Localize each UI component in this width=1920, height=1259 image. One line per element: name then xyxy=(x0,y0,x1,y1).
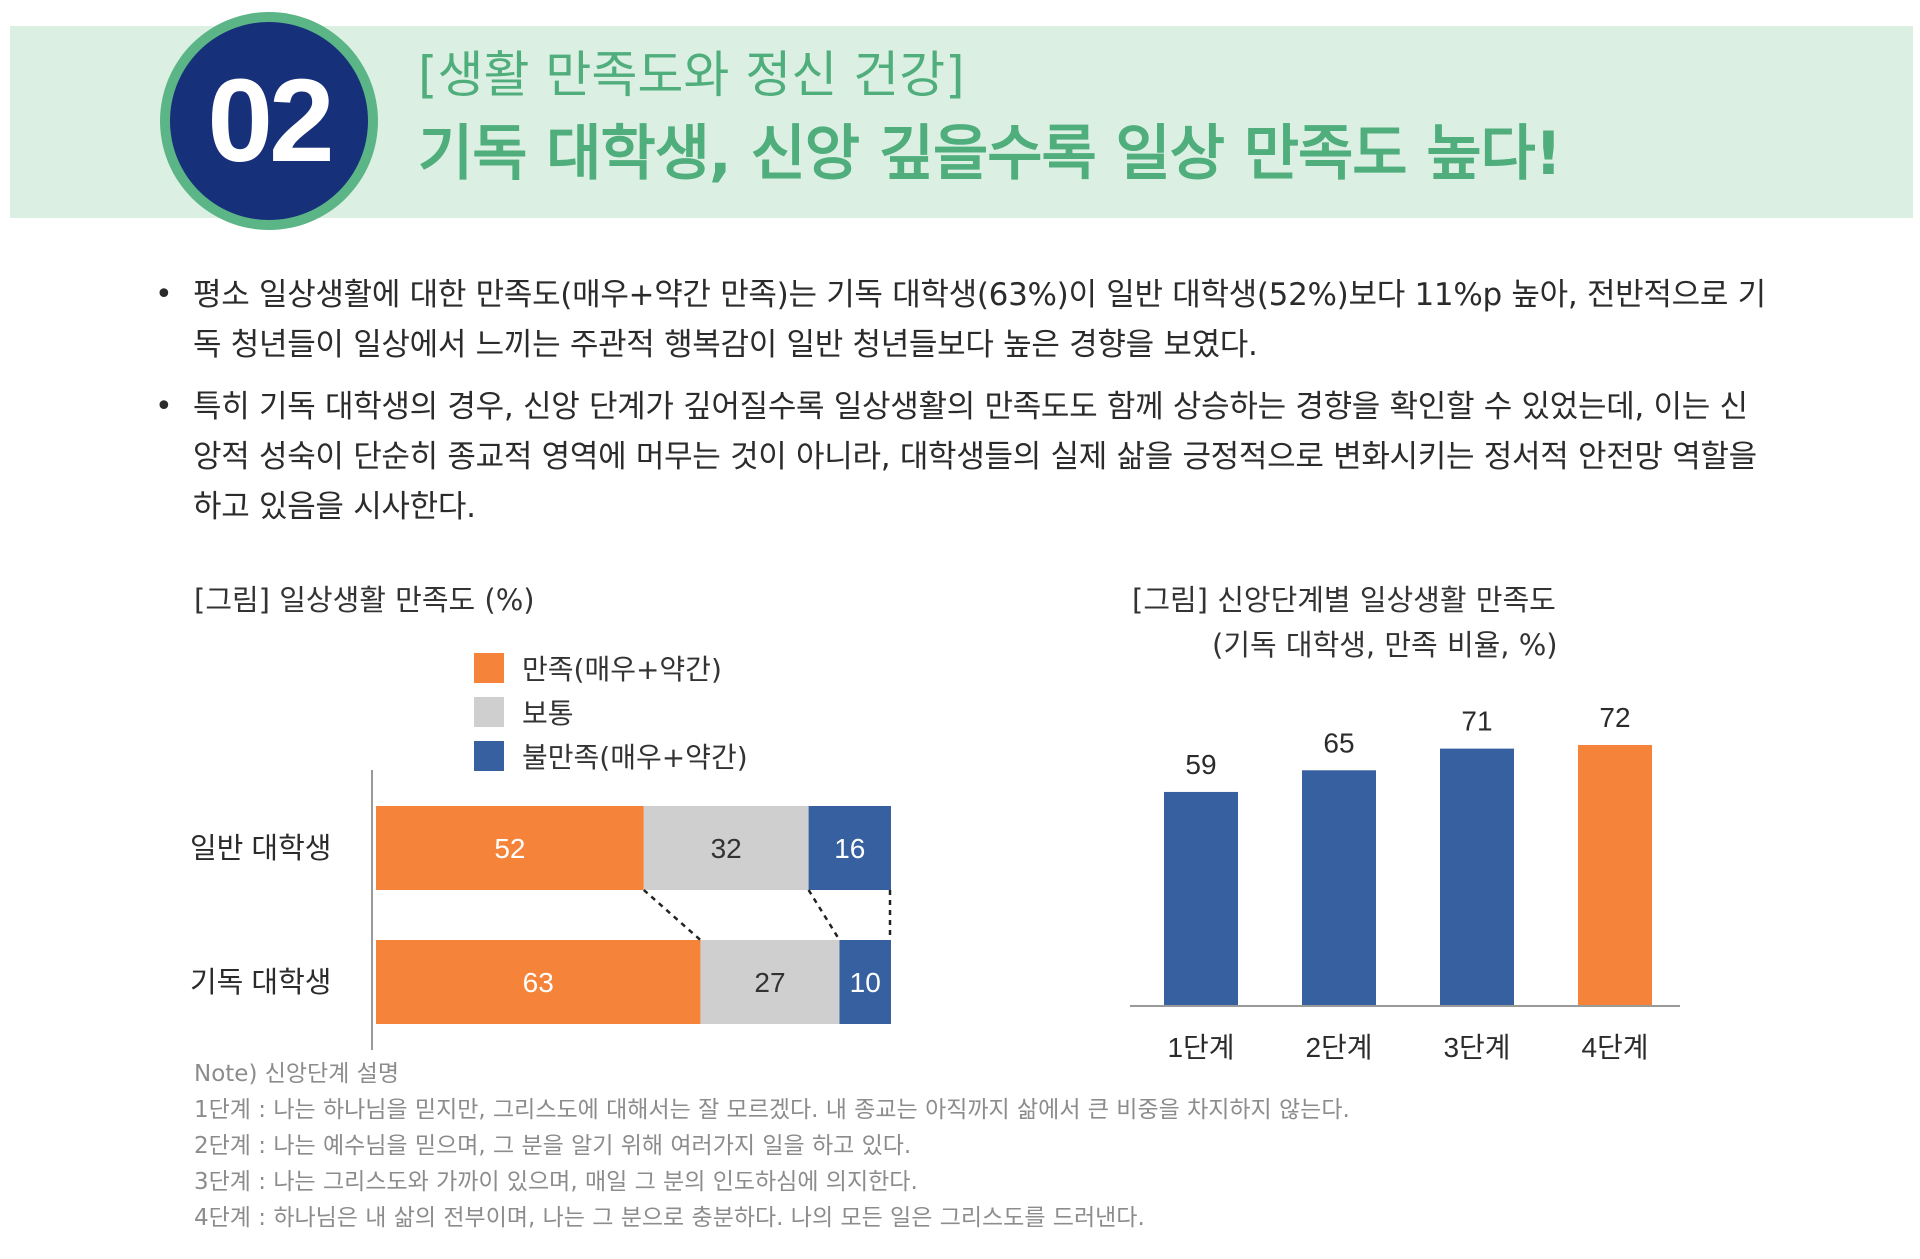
bullet-text: 평소 일상생활에 대한 만족도(매우+약간 만족)는 기독 대학생(63%)이 … xyxy=(193,277,1766,363)
figure2-caption: [그림] 신앙단계별 일상생활 만족도 xyxy=(1132,583,1556,617)
bar-segment xyxy=(376,940,701,1024)
data-label: 27 xyxy=(754,967,785,998)
legend-label: 만족(매우+약간) xyxy=(522,653,722,686)
header-subtitle: [생활 만족도와 정신 건강] xyxy=(418,46,965,104)
legend-item: 만족(매우+약간) xyxy=(474,646,748,690)
note-line: 3단계 : 나는 그리스도와 가까이 있으며, 매일 그 분의 인도하심에 의지… xyxy=(194,1169,918,1195)
data-label: 65 xyxy=(1323,727,1354,758)
category-label: 3단계 xyxy=(1443,1032,1510,1063)
connector-line xyxy=(807,889,841,941)
column-bar xyxy=(1302,770,1376,1005)
note-box: Note) 신앙단계 설명 1단계 : 나는 하나님을 믿지만, 그리스도에 대… xyxy=(194,1056,1350,1236)
bar-segment xyxy=(376,806,644,890)
data-label: 59 xyxy=(1185,749,1216,780)
chart-legend: 만족(매우+약간) 보통 불만족(매우+약간) xyxy=(474,646,748,778)
header-title: 기독 대학생, 신앙 깊을수록 일상 만족도 높다! xyxy=(418,119,1562,189)
bullet-item: • 특히 기독 대학생의 경우, 신앙 단계가 깊어질수록 일상생활의 만족도도… xyxy=(155,382,1775,532)
category-label: 2단계 xyxy=(1305,1032,1372,1063)
note-line: 2단계 : 나는 예수님을 믿으며, 그 분을 알기 위해 여러가지 일을 하고… xyxy=(194,1133,912,1159)
summary-bullets: • 평소 일상생활에 대한 만족도(매우+약간 만족)는 기독 대학생(63%)… xyxy=(155,270,1775,544)
data-label: 16 xyxy=(834,833,865,864)
note-line: 4단계 : 하나님은 내 삶의 전부이며, 나는 그 분으로 충분하다. 나의 … xyxy=(194,1205,1145,1231)
category-label: 기독 대학생 xyxy=(190,966,331,999)
legend-item: 보통 xyxy=(474,690,748,734)
legend-label: 보통 xyxy=(522,697,574,730)
legend-swatch-neutral xyxy=(474,697,504,727)
bar-segment xyxy=(839,940,891,1024)
data-label: 71 xyxy=(1461,706,1492,737)
figure1-caption: [그림] 일상생활 만족도 (%) xyxy=(194,583,535,617)
bullet-item: • 평소 일상생활에 대한 만족도(매우+약간 만족)는 기독 대학생(63%)… xyxy=(155,270,1775,370)
bullet-text: 특히 기독 대학생의 경우, 신앙 단계가 깊어질수록 일상생활의 만족도도 함… xyxy=(193,389,1757,525)
legend-swatch-satisfied xyxy=(474,653,504,683)
legend-item: 불만족(매우+약간) xyxy=(474,734,748,778)
data-label: 52 xyxy=(494,833,525,864)
figure2-subcaption: (기독 대학생, 만족 비율, %) xyxy=(1212,628,1558,662)
data-label: 72 xyxy=(1599,702,1630,733)
legend-swatch-dissatisfied xyxy=(474,741,504,771)
column-bar xyxy=(1164,791,1238,1005)
data-label: 32 xyxy=(711,833,742,864)
bullet-dot-icon: • xyxy=(155,277,173,312)
bullet-dot-icon: • xyxy=(155,389,173,424)
category-label: 4단계 xyxy=(1581,1032,1648,1063)
data-label: 63 xyxy=(523,967,554,998)
column-bar xyxy=(1578,745,1652,1005)
connector-line xyxy=(642,889,702,941)
data-label: 10 xyxy=(850,967,881,998)
category-label: 일반 대학생 xyxy=(190,832,331,865)
section-number: 02 xyxy=(207,55,334,187)
section-number-circle: 02 xyxy=(170,22,368,220)
bar-segment xyxy=(808,806,891,890)
note-title: Note) 신앙단계 설명 xyxy=(194,1061,400,1087)
note-line: 1단계 : 나는 하나님을 믿지만, 그리스도에 대해서는 잘 모르겠다. 내 … xyxy=(194,1097,1350,1123)
legend-label: 불만족(매우+약간) xyxy=(522,741,748,774)
column-chart: 59 1단계 65 2단계 71 3단계 72 4단계 xyxy=(1130,702,1680,1063)
category-label: 1단계 xyxy=(1167,1032,1234,1063)
bar-segment xyxy=(643,806,809,890)
stacked-bar-chart: 일반 대학생 52 32 16 기독 대학생 63 27 10 xyxy=(190,770,892,1050)
bar-segment xyxy=(700,940,840,1024)
column-bar xyxy=(1440,748,1514,1005)
